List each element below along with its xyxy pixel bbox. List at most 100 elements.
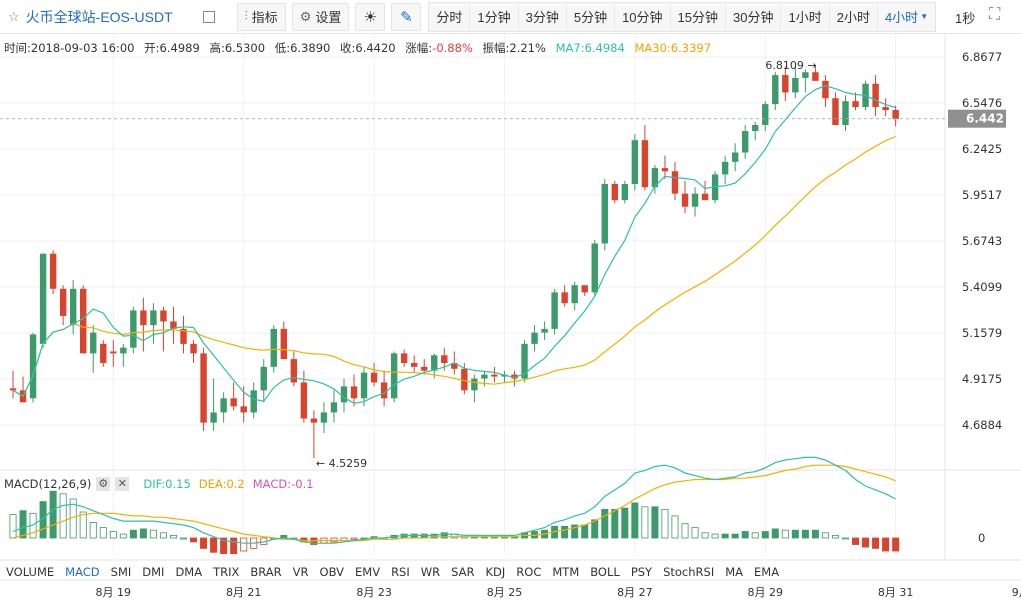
macd-bar (9, 514, 17, 539)
indicator-tab-stochrsi[interactable]: StochRSI (663, 565, 715, 579)
interval-6[interactable]: 30分钟 (726, 2, 782, 31)
macd-value: MACD:-0.1 (252, 477, 314, 491)
macd-bar (761, 531, 769, 539)
indicator-tab-obv[interactable]: OBV (319, 565, 344, 579)
candle-body (240, 406, 247, 413)
min-price-label: ← 4.5259 (316, 457, 367, 470)
candle-body (591, 243, 598, 293)
indicator-tab-wr[interactable]: WR (420, 565, 441, 579)
indicator-tab-trix[interactable]: TRIX (213, 565, 240, 579)
candle-body (150, 310, 157, 326)
candle-body (772, 75, 779, 105)
candle-body (852, 101, 859, 108)
macd-bar (561, 525, 569, 539)
indicator-tab-volume[interactable]: VOLUME (6, 565, 55, 579)
time-tick-label: 8月 25 (487, 586, 523, 599)
interval-9-active[interactable]: 4小时 ▼ (878, 3, 935, 31)
macd-settings-gear-icon[interactable]: ⚙ (96, 477, 111, 491)
candle-body (651, 168, 659, 188)
indicator-tab-dmi[interactable]: DMI (142, 565, 165, 579)
price-tick-label: 5.1579 (962, 326, 1002, 340)
macd-bar (671, 515, 679, 539)
price-tick-label: 5.6743 (962, 234, 1002, 248)
indicators-button[interactable]: ⫶ 指标 (236, 2, 286, 31)
candle-body (822, 80, 829, 99)
candle-body (441, 355, 448, 363)
candle-body (370, 372, 378, 383)
info-change: 涨幅:-0.88% (405, 41, 473, 55)
candle-body (832, 98, 839, 125)
candle-body (752, 124, 759, 132)
candle-body (691, 193, 699, 207)
indicator-tab-dma[interactable]: DMA (175, 565, 203, 579)
theme-toggle-button[interactable]: ☀ (355, 2, 386, 31)
candle-body (290, 359, 298, 383)
interval-7[interactable]: 1小时 (781, 2, 830, 31)
interval-2[interactable]: 3分钟 (519, 2, 567, 31)
interval-4[interactable]: 10分钟 (615, 2, 671, 31)
indicator-tab-macd[interactable]: MACD (65, 565, 100, 579)
indicator-tab-brar[interactable]: BRAR (250, 565, 282, 579)
window-icon[interactable] (202, 10, 215, 23)
candle-body (421, 366, 428, 371)
indicator-tab-roc[interactable]: ROC (516, 565, 542, 579)
indicator-tab-sar[interactable]: SAR (451, 565, 475, 579)
indicator-chart-icon: ⫶ (244, 9, 248, 23)
candle-body (411, 362, 418, 367)
indicator-tab-emv[interactable]: EMV (355, 565, 381, 579)
interval-1[interactable]: 1分钟 (470, 2, 519, 31)
indicator-tab-ma[interactable]: MA (725, 565, 744, 579)
candle-body (9, 388, 17, 391)
macd-zero-label: 0 (978, 531, 985, 545)
macd-close-icon[interactable]: ✕ (115, 477, 130, 491)
price-tick-label: 5.4099 (962, 280, 1002, 294)
settings-label: 设置 (315, 10, 342, 25)
price-tick-label: 6.5476 (962, 96, 1002, 110)
macd-bar (591, 519, 599, 539)
info-low: 低:6.3890 (274, 41, 331, 55)
interval-5[interactable]: 15分钟 (671, 2, 727, 31)
macd-bar (169, 535, 177, 539)
info-ma7: MA7:6.4984 (555, 41, 625, 55)
indicator-tab-smi[interactable]: SMI (110, 565, 132, 579)
indicator-tab-psy[interactable]: PSY (630, 565, 653, 579)
settings-button[interactable]: ⚙ 设置 (291, 2, 350, 31)
macd-dif-line (12, 456, 896, 544)
candle-body (661, 168, 669, 172)
favorite-star-icon[interactable]: ☆ (8, 8, 20, 24)
candle-body (892, 110, 899, 119)
indicator-tab-kdj[interactable]: KDJ (485, 565, 506, 579)
macd-bar (781, 529, 789, 539)
macd-bar (661, 508, 669, 539)
gear-icon: ⚙ (299, 8, 312, 24)
interval-3[interactable]: 5分钟 (567, 2, 616, 31)
candle-body (29, 334, 37, 399)
candle-body (581, 285, 588, 293)
refresh-rate[interactable]: 1秒 (955, 11, 976, 26)
draw-tool-button[interactable]: ✎ (391, 2, 422, 31)
indicator-tab-rsi[interactable]: RSI (391, 565, 410, 579)
candle-body (631, 140, 639, 185)
fullscreen-icon[interactable]: ⛶ (989, 6, 1001, 23)
indicator-tab-vr[interactable]: VR (292, 565, 309, 579)
macd-bar (731, 533, 739, 539)
candle-body (541, 328, 548, 333)
candle-body (350, 386, 358, 399)
indicator-tab-boll[interactable]: BOLL (590, 565, 620, 579)
macd-bar (310, 537, 318, 545)
macd-bar (721, 533, 729, 539)
indicator-tab-mtm[interactable]: MTM (552, 565, 580, 579)
macd-legend: MACD(12,26,9) ⚙ ✕ DIF:0.15 DEA:0.2 MACD:… (4, 477, 314, 491)
macd-bar (350, 537, 358, 540)
symbol-title[interactable]: ☆ 火币全球站-EOS-USDT (4, 3, 219, 31)
candle-body (671, 171, 679, 194)
indicator-tab-ema[interactable]: EMA (754, 565, 780, 579)
candle-body (621, 184, 629, 201)
interval-8[interactable]: 2小时 (830, 2, 878, 31)
current-price-value: 6.442 (966, 112, 1004, 126)
candle-body (782, 75, 789, 93)
interval-0[interactable]: 分时 (429, 2, 471, 31)
macd-bar (19, 510, 27, 539)
candle-body (872, 83, 879, 108)
